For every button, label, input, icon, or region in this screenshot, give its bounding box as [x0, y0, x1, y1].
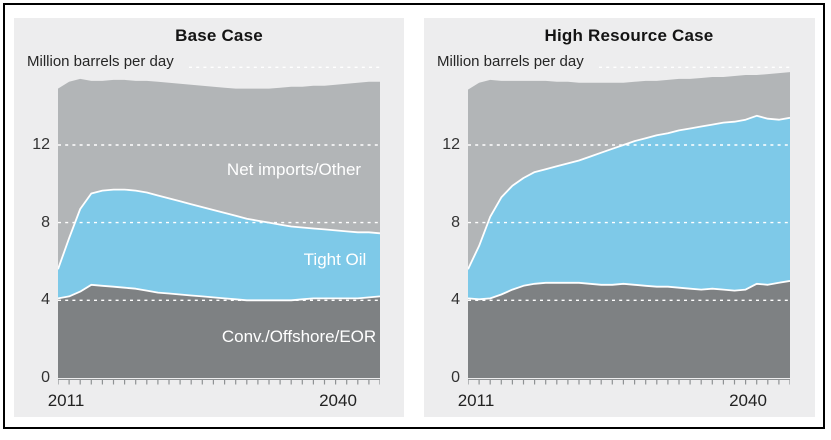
y-axis-unit-label: Million barrels per day [437, 53, 584, 70]
chart-title: Base Case [175, 26, 263, 45]
chart-title: High Resource Case [544, 26, 714, 45]
y-tick-label-8: 8 [41, 214, 50, 231]
x-tick-label-2040: 2040 [729, 391, 767, 410]
area-label-net-imports: Net imports/Other [226, 160, 362, 179]
y-tick-label-4: 4 [41, 291, 50, 308]
y-tick-label-8: 8 [451, 214, 460, 231]
y-axis-unit-label: Million barrels per day [27, 53, 174, 70]
y-tick-label-4: 4 [451, 291, 460, 308]
high-resource-case-panel: High Resource Case Million barrels per d… [424, 18, 815, 417]
x-tick-label-2011: 2011 [457, 391, 495, 410]
high-resource-case-stacked-area-plot [468, 66, 790, 385]
base-case-panel: Base Case Million barrels per day 12 8 4… [14, 18, 404, 417]
x-tick-label-2011: 2011 [47, 391, 85, 410]
y-tick-label-0: 0 [41, 369, 50, 386]
y-tick-label-12: 12 [442, 136, 460, 153]
area-label-conv-offshore-eor: Conv./Offshore/EOR [221, 327, 377, 346]
base-case-stacked-area-plot [58, 66, 380, 385]
y-tick-label-0: 0 [451, 369, 460, 386]
figure-border-frame [3, 3, 825, 429]
y-tick-label-12: 12 [32, 136, 50, 153]
x-tick-label-2040: 2040 [319, 391, 357, 410]
area-label-tight-oil: Tight Oil [303, 250, 367, 269]
